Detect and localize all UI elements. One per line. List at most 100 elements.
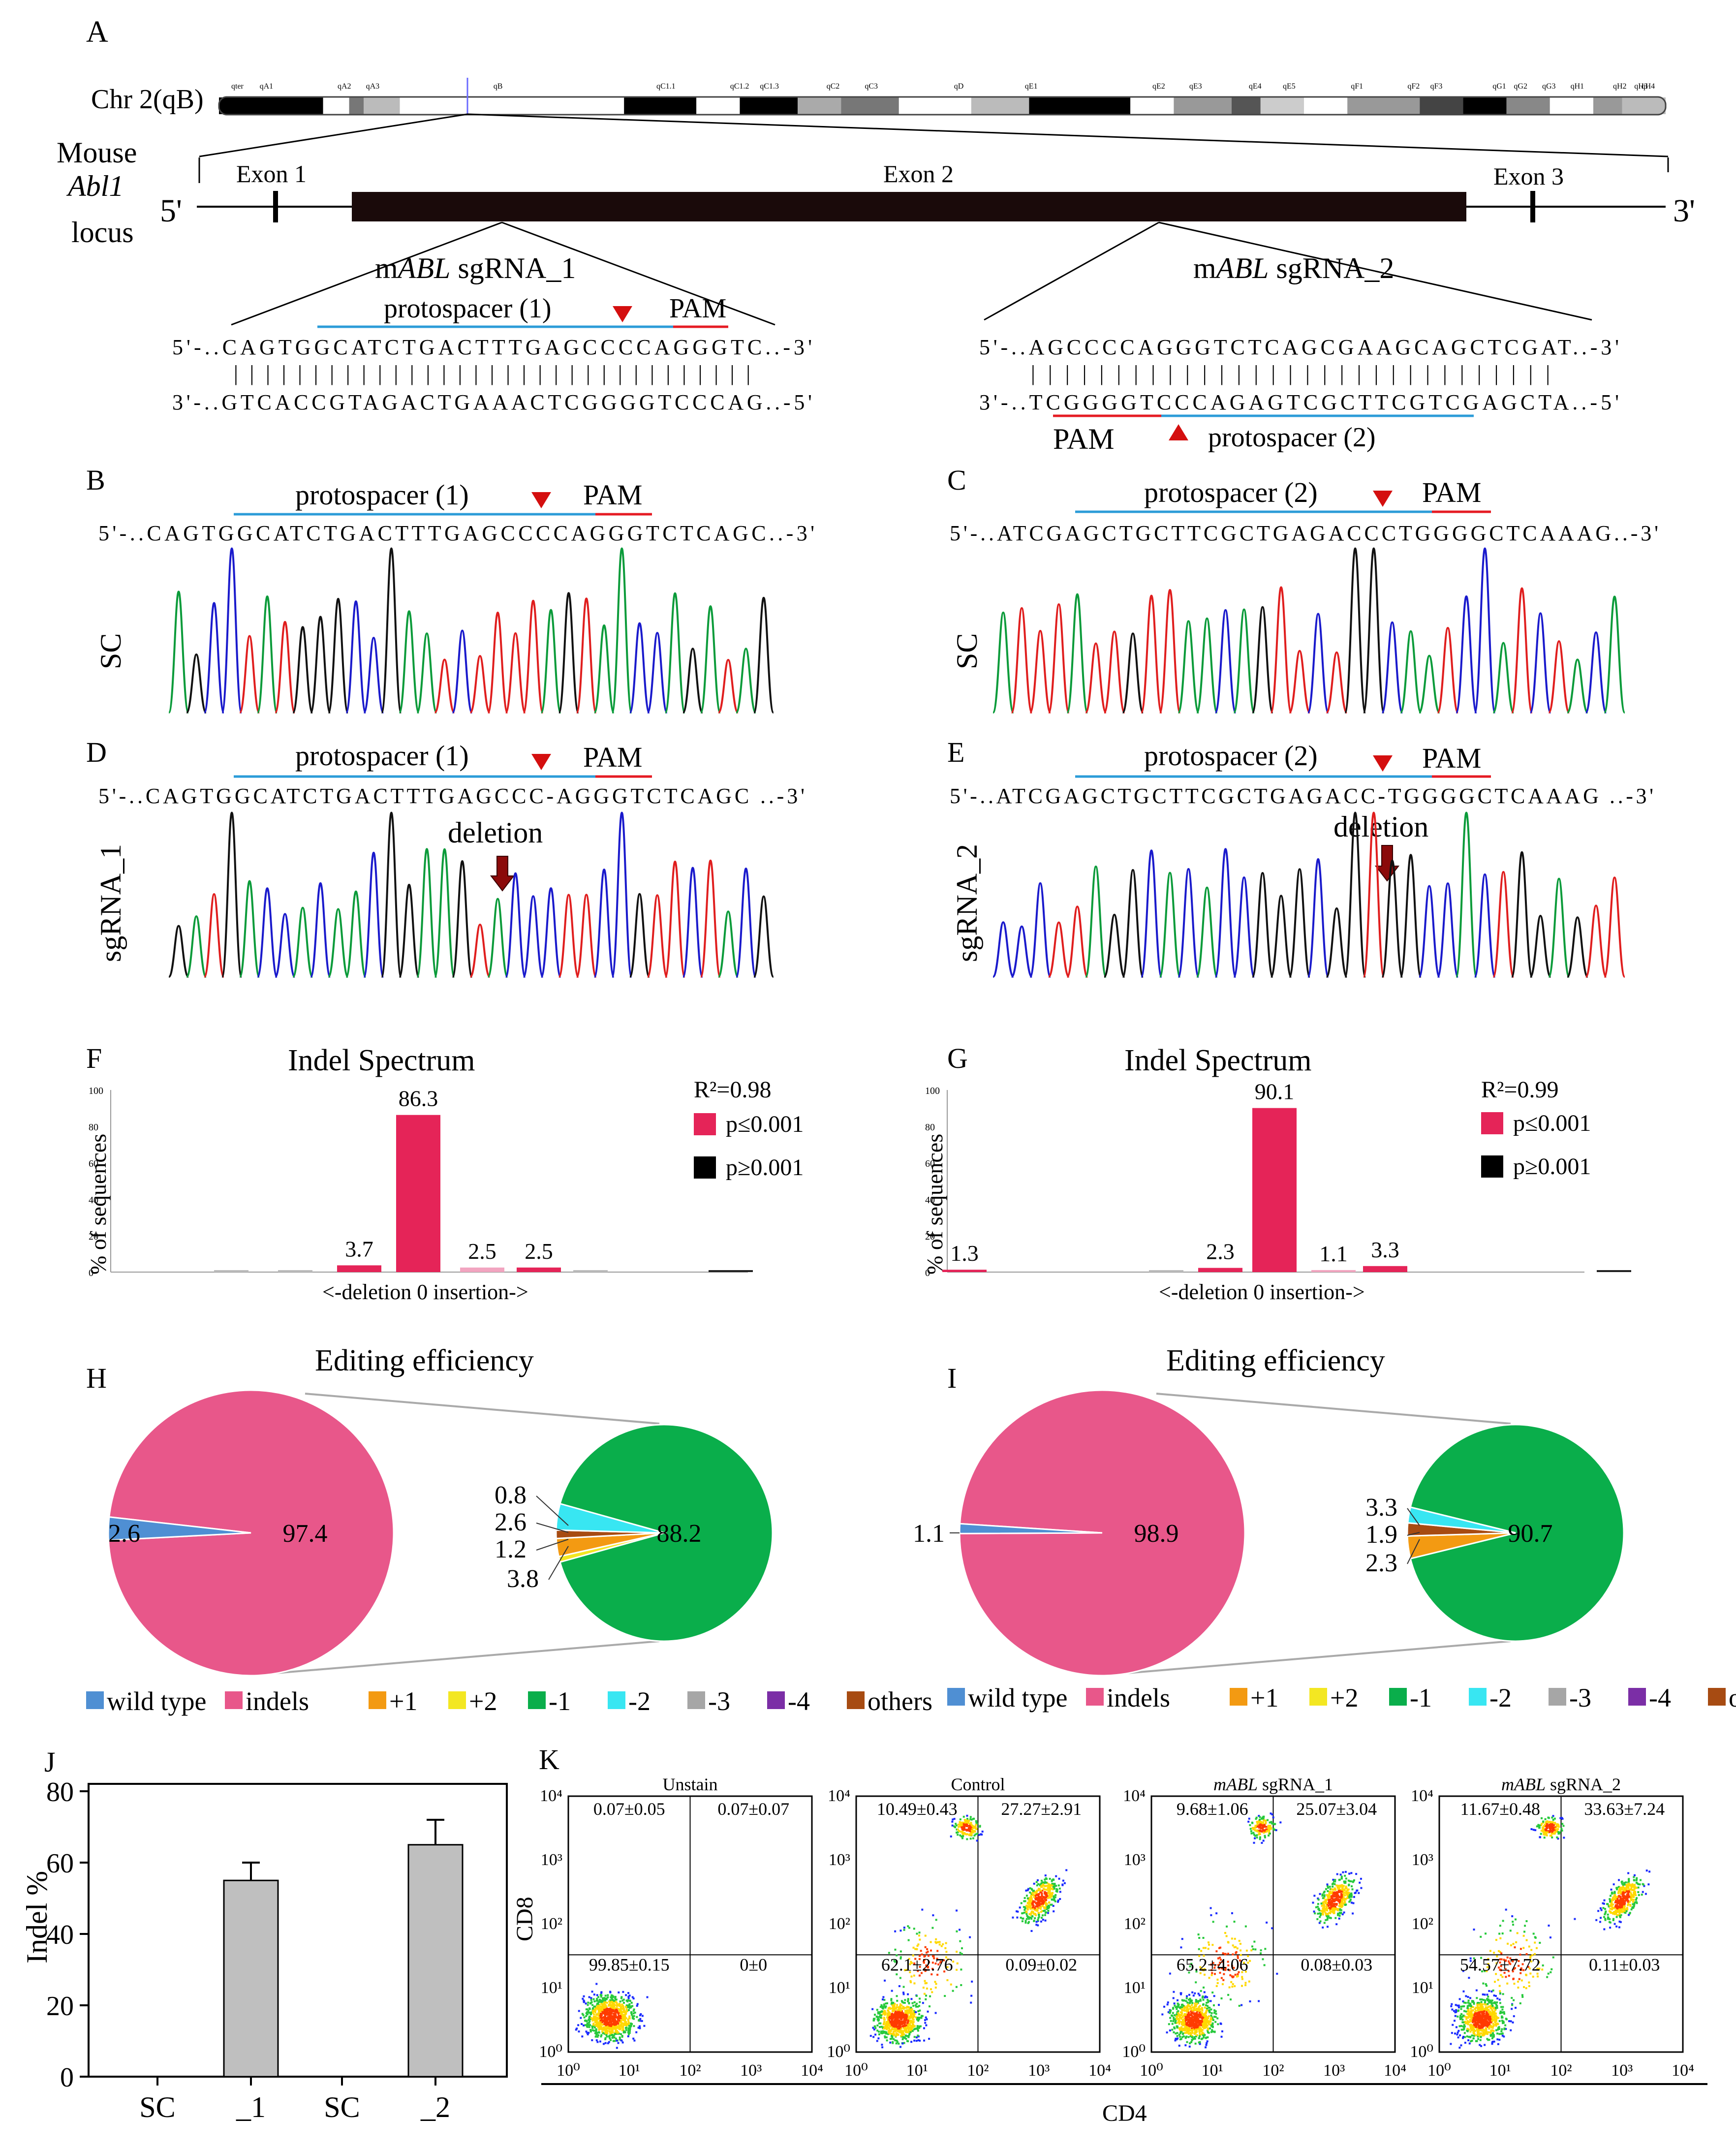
flow-event xyxy=(894,2022,897,2024)
flow-event xyxy=(1196,2012,1198,2014)
flow-event xyxy=(640,2013,642,2016)
flow-event xyxy=(924,2022,927,2024)
flow-event xyxy=(966,1838,968,1840)
flow-event xyxy=(914,2004,917,2006)
flow-event xyxy=(962,1823,965,1825)
trace-peak xyxy=(540,609,562,714)
flow-event xyxy=(1479,1998,1482,2001)
trace-peak xyxy=(1233,608,1255,714)
flow-event xyxy=(1339,1885,1342,1888)
flow-event xyxy=(1326,1885,1329,1887)
flow-x-tick: 10¹ xyxy=(1202,2061,1223,2080)
flow-event xyxy=(1188,2023,1190,2025)
sg1-bottom-strand: 3'-..GTCACCGTAGACTGAAACTCGGGGTCCCAG..-5' xyxy=(172,390,812,414)
flow-event xyxy=(582,2014,585,2016)
flow-event xyxy=(605,2009,608,2012)
flow-event xyxy=(889,2038,892,2040)
flow-event xyxy=(896,2006,898,2008)
flow-event xyxy=(1183,2022,1186,2024)
flow-event xyxy=(1188,1993,1190,1996)
panel-label-g: G xyxy=(947,1042,968,1074)
flow-event xyxy=(1332,1882,1334,1885)
flow-event xyxy=(887,2023,889,2025)
flow-event xyxy=(1484,2001,1486,2004)
flow-event xyxy=(1350,1880,1352,1883)
flow-event xyxy=(632,2037,635,2040)
flow-event xyxy=(916,1945,919,1947)
flow-event xyxy=(896,2022,898,2024)
flow-event xyxy=(1023,1911,1025,1914)
band-label: qG1 xyxy=(1492,82,1506,91)
flow-event xyxy=(598,1998,601,2001)
flow-event xyxy=(1462,2000,1464,2003)
flow-event xyxy=(1042,1881,1044,1884)
flow-event xyxy=(1208,1977,1210,1979)
flow-event xyxy=(1471,2040,1473,2042)
flow-event xyxy=(976,1839,978,1842)
flow-event xyxy=(1493,2019,1496,2021)
legend-label: others xyxy=(1729,1683,1736,1713)
flow-event xyxy=(1175,2006,1177,2008)
spectrum-title: Indel Spectrum xyxy=(1124,1044,1312,1077)
flow-event xyxy=(1354,1892,1356,1894)
flow-event xyxy=(1253,1834,1255,1836)
flow-event xyxy=(1479,2005,1482,2008)
flow-event xyxy=(1262,1828,1264,1831)
flow-event xyxy=(584,2024,587,2026)
flow-event xyxy=(1202,2025,1204,2027)
flow-event xyxy=(624,2010,626,2013)
flow-event xyxy=(1184,2009,1186,2012)
flow-event xyxy=(1476,2012,1478,2014)
trace-peak xyxy=(700,605,721,714)
flow-event xyxy=(1468,2013,1471,2016)
flow-event xyxy=(906,2031,908,2033)
flow-event xyxy=(585,2015,588,2017)
flow-event xyxy=(1195,2035,1197,2038)
trace-peak xyxy=(1270,895,1293,978)
flow-event xyxy=(1488,2019,1491,2021)
flow-event xyxy=(1212,1962,1214,1964)
legend-swatch xyxy=(1389,1688,1407,1706)
flow-event xyxy=(1177,2015,1179,2017)
flow-event xyxy=(622,1991,624,1993)
flow-event xyxy=(968,1833,971,1836)
flow-event xyxy=(1042,1883,1044,1886)
flow-event xyxy=(899,2024,901,2027)
trace-peak xyxy=(1363,547,1385,714)
flow-event xyxy=(1351,1888,1354,1891)
flow-event xyxy=(616,2003,619,2005)
flow-event xyxy=(1481,2026,1484,2029)
flow-event xyxy=(1457,2031,1459,2034)
flow-event xyxy=(1192,2016,1195,2018)
flow-event xyxy=(946,1966,949,1968)
flow-event xyxy=(1211,1991,1214,1993)
flow-event xyxy=(934,2012,937,2014)
flow-event xyxy=(1044,1900,1047,1903)
flow-event xyxy=(621,2026,624,2029)
flow-event xyxy=(1035,1898,1037,1900)
j-y-tick-label: 20 xyxy=(46,1991,74,2022)
pie-slice-indels xyxy=(107,1389,395,1677)
flow-event xyxy=(1177,2018,1179,2020)
flow-event xyxy=(1618,1926,1620,1929)
flow-event xyxy=(630,2014,633,2016)
flow-event xyxy=(1261,1841,1263,1844)
flow-event xyxy=(1480,2003,1482,2006)
flow-event xyxy=(633,2018,635,2020)
flow-event xyxy=(1237,1973,1239,1975)
flow-event xyxy=(951,1820,954,1823)
flow-event xyxy=(1350,1872,1353,1874)
flow-event xyxy=(1035,1881,1038,1883)
flow-event xyxy=(1464,2001,1467,2004)
legend-swatch xyxy=(86,1691,104,1709)
flow-event xyxy=(592,2012,594,2014)
flow-event xyxy=(1053,1899,1055,1901)
flow-event xyxy=(1033,1882,1035,1885)
flow-event xyxy=(960,1831,962,1833)
flow-event xyxy=(1316,1918,1319,1920)
flow-event xyxy=(885,2002,887,2005)
flow-event xyxy=(923,1959,926,1961)
flow-event xyxy=(1191,2015,1194,2018)
flow-event xyxy=(915,2016,917,2019)
